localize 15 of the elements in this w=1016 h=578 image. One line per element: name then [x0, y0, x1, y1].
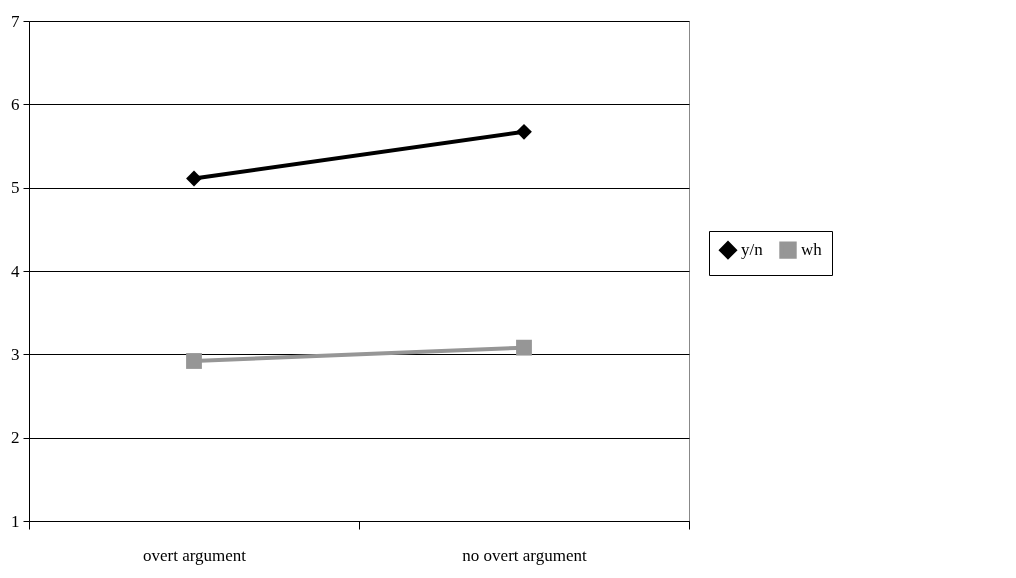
y-tick-label: 7 [11, 11, 20, 31]
y-tick-label: 6 [11, 94, 20, 114]
legend-label: wh [801, 240, 823, 260]
y-tick-label: 1 [11, 511, 20, 531]
point [516, 339, 532, 356]
x-tick-label: overt argument [142, 545, 247, 565]
y-tick-label: 4 [11, 261, 20, 281]
legend-label: y/n [741, 240, 764, 260]
point [516, 123, 532, 140]
y-tick-label: 3 [11, 344, 20, 364]
x-tick-label: no overt argument [462, 545, 587, 565]
y-tick-label: 2 [11, 428, 20, 448]
y-tick-label: 5 [11, 178, 20, 198]
point [186, 353, 202, 369]
point [186, 170, 202, 187]
